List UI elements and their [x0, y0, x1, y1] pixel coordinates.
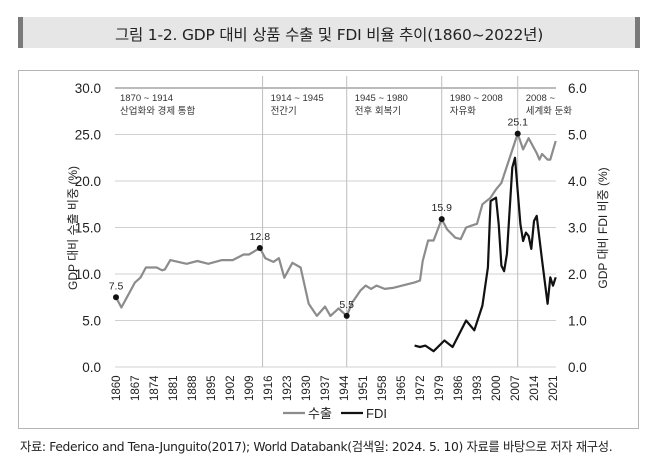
x-tick-label: 1881 [168, 375, 180, 401]
figure-title-bar: 그림 1-2. GDP 대비 상품 수출 및 FDI 비율 추이(1860~20… [18, 17, 640, 48]
x-tick-label: 1895 [206, 375, 218, 401]
data-point-label: 5.5 [339, 299, 354, 311]
period-range: 1980 ~ 2008 [450, 93, 503, 104]
figure-title: 그림 1-2. GDP 대비 상품 수출 및 FDI 비율 추이(1860~20… [114, 26, 544, 44]
source-caption: 자료: Federico and Tena-Junguito(2017); Wo… [20, 440, 613, 454]
x-tick-label: 1951 [358, 375, 370, 401]
y-tick-label: 15.0 [75, 221, 101, 236]
period-name: 세계화 둔화 [526, 105, 573, 117]
x-tick-label: 1965 [396, 375, 408, 401]
y-tick-label: 5.0 [82, 314, 101, 329]
data-point-label: 7.5 [109, 280, 124, 292]
y2-tick-label: 3.0 [568, 221, 587, 236]
y-tick-label: 20.0 [75, 174, 101, 189]
x-tick-label: 1930 [301, 375, 313, 401]
x-tick-label: 1937 [320, 375, 332, 401]
data-point-marker [113, 294, 119, 301]
x-tick-label: 1986 [453, 375, 465, 401]
y2-tick-label: 0.0 [568, 360, 587, 375]
x-tick-label: 1923 [282, 375, 294, 401]
x-tick-label: 1958 [377, 375, 389, 401]
data-point-marker [256, 244, 263, 251]
x-tick-label: 1888 [187, 375, 199, 401]
y2-tick-label: 2.0 [568, 267, 587, 282]
y-tick-label: 0.0 [82, 360, 101, 375]
x-tick-label: 1916 [263, 375, 275, 401]
x-tick-label: 1909 [244, 375, 256, 401]
y-tick-label: 10.0 [75, 267, 101, 282]
x-tick-label: 2000 [491, 375, 503, 401]
x-tick-label: 1972 [415, 375, 427, 401]
x-tick-label: 1979 [434, 375, 446, 401]
data-point-marker [438, 216, 445, 223]
period-range: 1945 ~ 1980 [355, 93, 408, 104]
x-tick-label: 2007 [510, 375, 522, 401]
period-range: 1914 ~ 1945 [271, 93, 324, 104]
x-tick-label: 1902 [225, 375, 237, 401]
x-tick-label: 1874 [149, 375, 161, 401]
data-point-label: 12.8 [250, 231, 271, 243]
period-range: 1870 ~ 1914 [120, 93, 173, 104]
data-point-marker [514, 130, 521, 137]
x-tick-label: 2021 [548, 375, 560, 401]
y-axis-title: GDP 대비 수출 비중 (%) [66, 166, 80, 290]
y2-tick-label: 6.0 [568, 81, 587, 96]
x-tick-label: 1944 [339, 375, 351, 401]
y2-tick-label: 5.0 [568, 128, 587, 143]
legend-label-export: 수출 [308, 406, 332, 421]
chart-frame [18, 70, 639, 429]
x-tick-label: 1860 [111, 375, 123, 401]
data-point-marker [343, 312, 350, 319]
period-range: 2008 ~ [526, 93, 556, 104]
x-tick-label: 1867 [130, 375, 142, 401]
legend-label-fdi: FDI [366, 406, 387, 421]
series-line-fdi [414, 156, 557, 353]
period-name: 자유화 [450, 106, 476, 117]
data-point-label: 25.1 [507, 117, 528, 129]
data-point-label: 15.9 [431, 202, 452, 214]
series-line-export [115, 132, 557, 317]
period-name: 전간기 [271, 106, 297, 117]
y2-tick-label: 4.0 [568, 174, 587, 189]
y2-axis-title: GDP 대비 FDI 비중 (%) [596, 167, 610, 288]
period-name: 전후 회복기 [355, 106, 401, 117]
y-tick-label: 30.0 [75, 81, 101, 96]
period-name: 산업화와 경제 통합 [120, 105, 195, 117]
x-tick-label: 1993 [472, 375, 484, 401]
x-tick-label: 2014 [529, 375, 541, 401]
y2-tick-label: 1.0 [568, 314, 587, 329]
y-tick-label: 25.0 [75, 128, 101, 143]
